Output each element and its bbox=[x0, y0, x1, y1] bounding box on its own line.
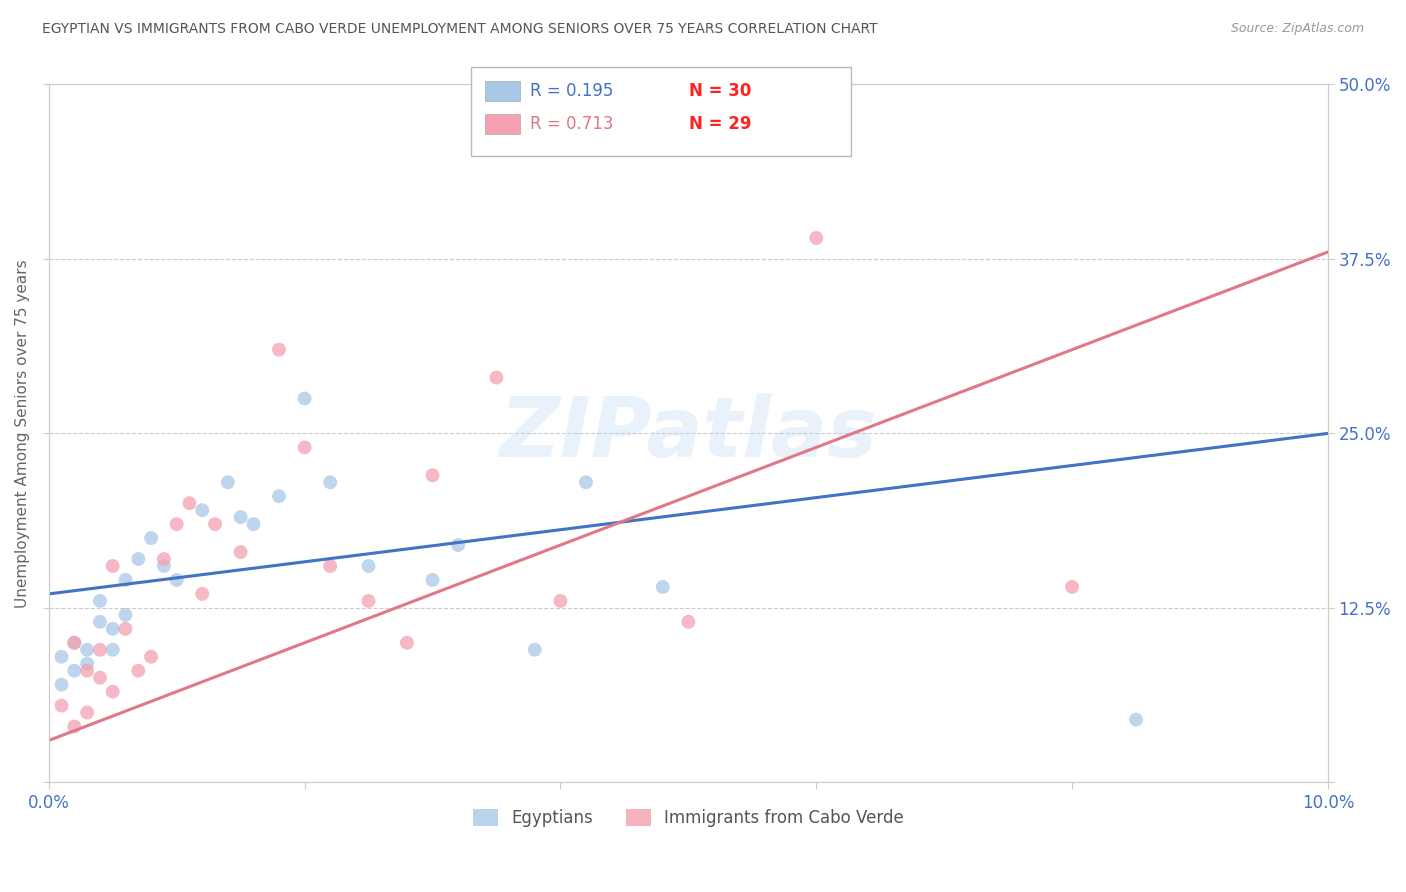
Point bbox=[319, 559, 342, 574]
Point bbox=[139, 649, 162, 664]
Point bbox=[89, 594, 111, 608]
Point bbox=[267, 343, 290, 357]
Legend: Egyptians, Immigrants from Cabo Verde: Egyptians, Immigrants from Cabo Verde bbox=[465, 802, 911, 833]
Point bbox=[139, 531, 162, 545]
Point bbox=[63, 636, 86, 650]
Point bbox=[357, 594, 380, 608]
Text: ZIPatlas: ZIPatlas bbox=[499, 392, 877, 474]
Point bbox=[153, 552, 176, 566]
Point bbox=[575, 475, 598, 490]
Point bbox=[89, 642, 111, 657]
Point bbox=[114, 607, 136, 622]
Point bbox=[229, 510, 252, 524]
Point bbox=[229, 545, 252, 559]
Point bbox=[806, 231, 828, 245]
Point bbox=[101, 642, 124, 657]
Point bbox=[63, 719, 86, 733]
Point bbox=[101, 622, 124, 636]
Point bbox=[191, 503, 214, 517]
Point bbox=[89, 615, 111, 629]
Point bbox=[76, 706, 98, 720]
Point bbox=[127, 664, 149, 678]
Text: Source: ZipAtlas.com: Source: ZipAtlas.com bbox=[1230, 22, 1364, 36]
Text: EGYPTIAN VS IMMIGRANTS FROM CABO VERDE UNEMPLOYMENT AMONG SENIORS OVER 75 YEARS : EGYPTIAN VS IMMIGRANTS FROM CABO VERDE U… bbox=[42, 22, 877, 37]
Point bbox=[51, 649, 73, 664]
Point bbox=[51, 678, 73, 692]
Text: N = 30: N = 30 bbox=[689, 82, 751, 100]
Point bbox=[678, 615, 700, 629]
Point bbox=[422, 468, 444, 483]
Point bbox=[101, 559, 124, 574]
Point bbox=[114, 573, 136, 587]
Point bbox=[76, 642, 98, 657]
Point bbox=[550, 594, 572, 608]
Point bbox=[204, 517, 226, 532]
Point bbox=[51, 698, 73, 713]
Point bbox=[166, 517, 188, 532]
Point bbox=[523, 642, 546, 657]
Point bbox=[485, 370, 508, 384]
Point bbox=[217, 475, 239, 490]
Point bbox=[153, 559, 176, 574]
Y-axis label: Unemployment Among Seniors over 75 years: Unemployment Among Seniors over 75 years bbox=[15, 259, 30, 607]
Point bbox=[319, 475, 342, 490]
Text: R = 0.195: R = 0.195 bbox=[530, 82, 613, 100]
Point bbox=[447, 538, 470, 552]
Point bbox=[395, 636, 418, 650]
Point bbox=[294, 441, 316, 455]
Point bbox=[422, 573, 444, 587]
Point bbox=[89, 671, 111, 685]
Point bbox=[179, 496, 201, 510]
Text: N = 29: N = 29 bbox=[689, 115, 751, 133]
Point bbox=[76, 664, 98, 678]
Point bbox=[114, 622, 136, 636]
Text: R = 0.713: R = 0.713 bbox=[530, 115, 613, 133]
Point bbox=[63, 636, 86, 650]
Point bbox=[63, 664, 86, 678]
Point bbox=[242, 517, 264, 532]
Point bbox=[101, 684, 124, 698]
Point bbox=[651, 580, 673, 594]
Point bbox=[166, 573, 188, 587]
Point bbox=[357, 559, 380, 574]
Point bbox=[1125, 713, 1147, 727]
Point bbox=[267, 489, 290, 503]
Point bbox=[76, 657, 98, 671]
Point bbox=[1062, 580, 1084, 594]
Point bbox=[127, 552, 149, 566]
Point bbox=[191, 587, 214, 601]
Point bbox=[294, 392, 316, 406]
